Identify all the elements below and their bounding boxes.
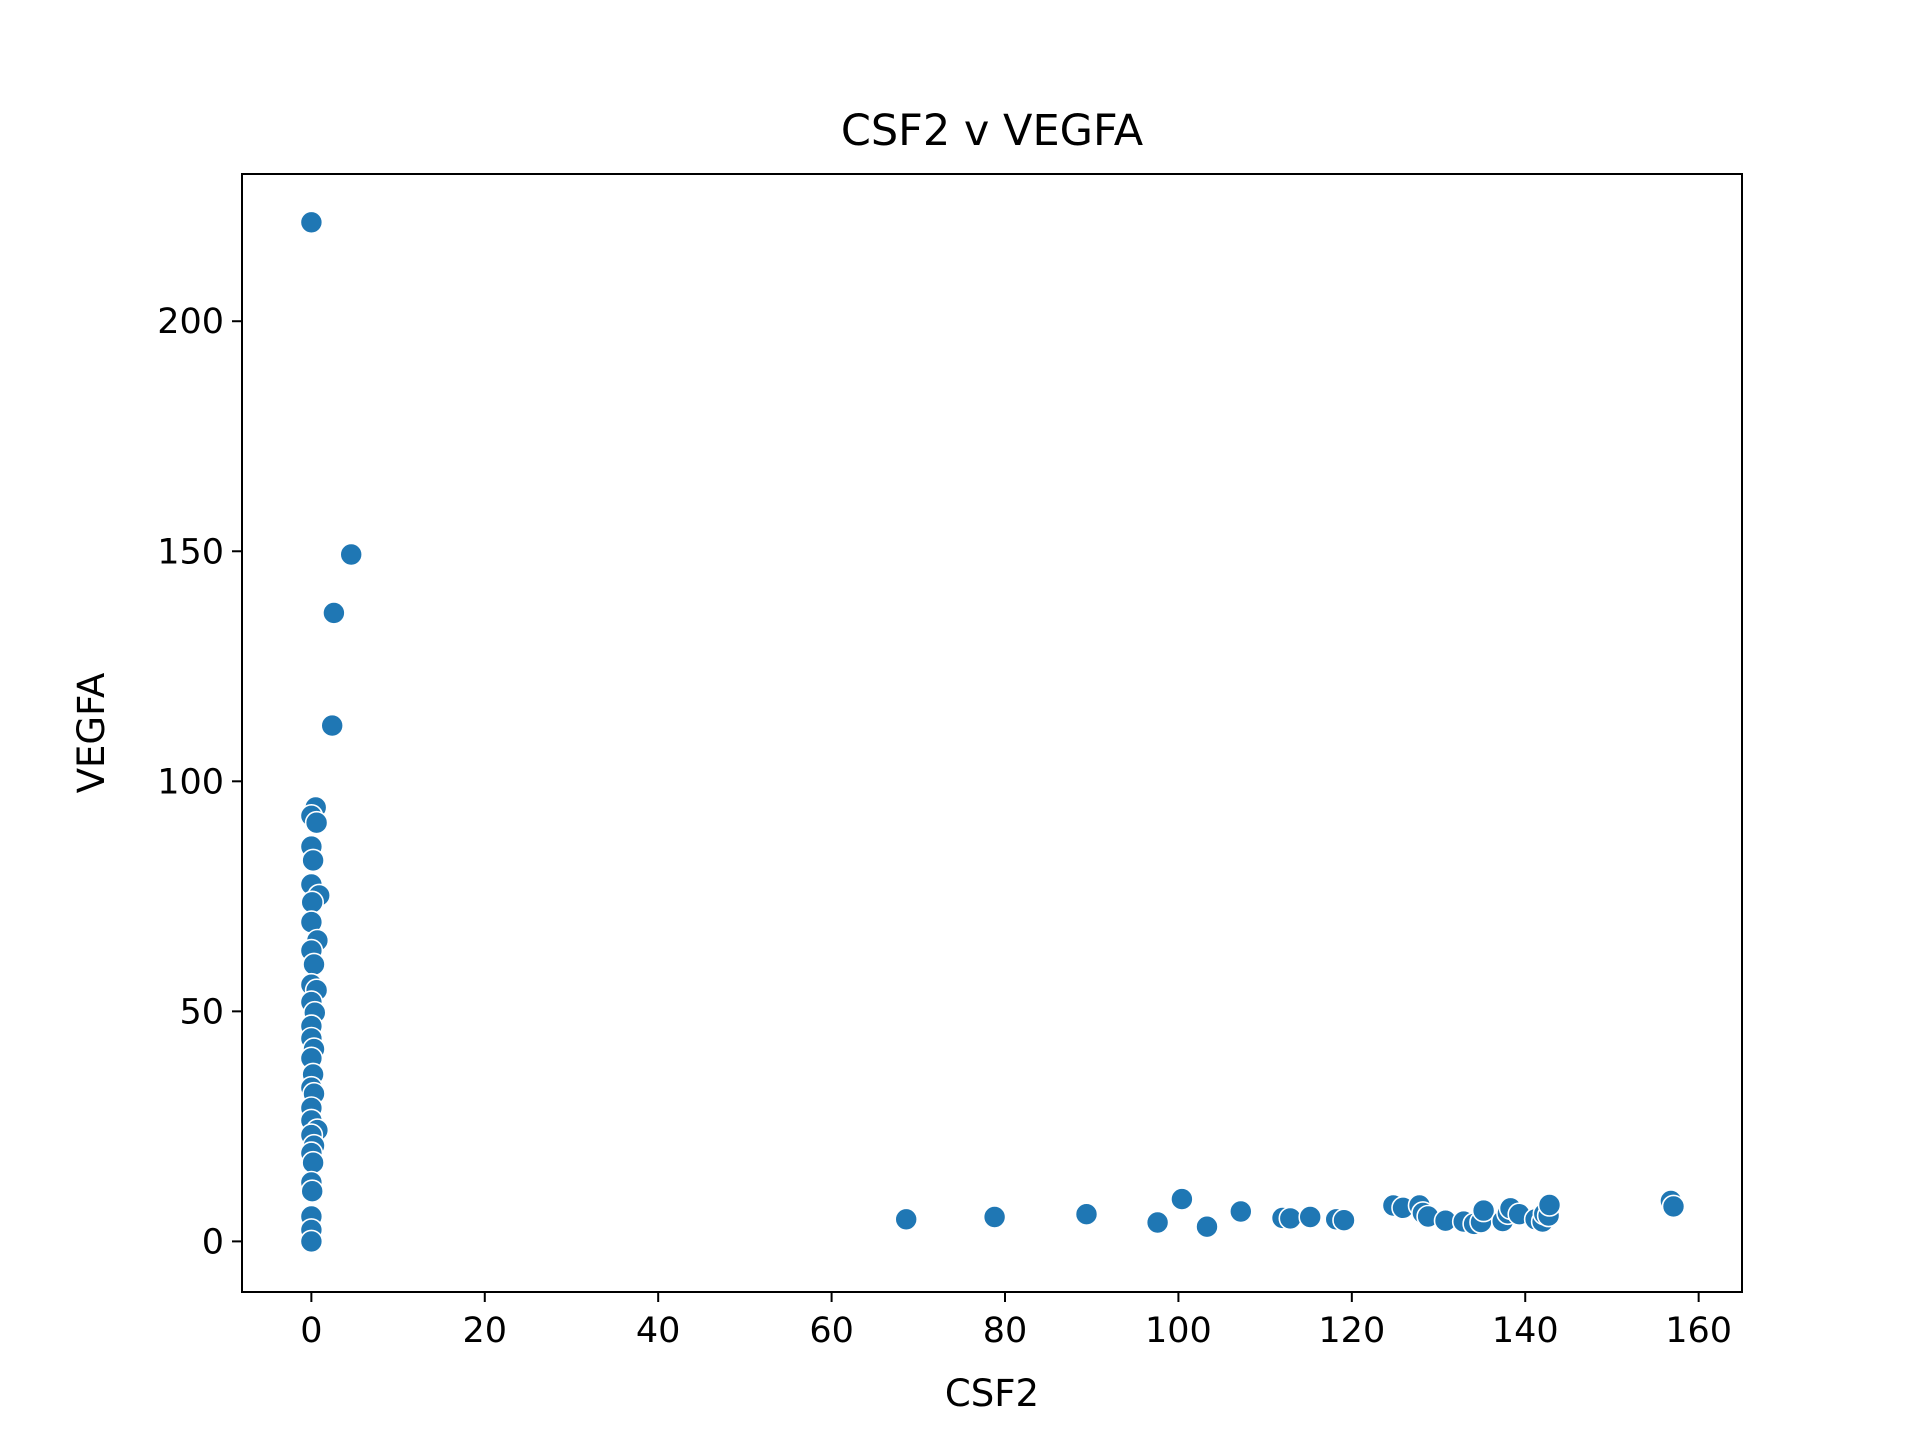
x-axis-ticks: 0 20 40 60 80 100 120 140 160 xyxy=(300,1292,1732,1351)
y-tick-label: 50 xyxy=(179,992,224,1032)
data-point xyxy=(1298,1205,1322,1229)
data-point xyxy=(894,1207,919,1232)
x-axis-label: CSF2 xyxy=(945,1372,1039,1415)
x-tick-label: 0 xyxy=(300,1311,322,1351)
data-point xyxy=(1471,1198,1496,1223)
scatter-points xyxy=(299,210,1686,1254)
data-point xyxy=(1278,1206,1303,1231)
data-point xyxy=(1074,1202,1099,1226)
x-tick-label: 20 xyxy=(463,1311,508,1351)
data-point xyxy=(301,1150,325,1175)
x-tick-label: 80 xyxy=(983,1311,1028,1351)
data-point xyxy=(1170,1187,1194,1211)
plot-area xyxy=(242,174,1742,1292)
x-tick-label: 140 xyxy=(1492,1311,1559,1351)
data-point xyxy=(982,1205,1007,1229)
y-tick-label: 0 xyxy=(202,1222,224,1262)
y-axis-label: VEGFA xyxy=(70,673,113,794)
data-point xyxy=(320,713,345,738)
data-point xyxy=(339,542,364,567)
data-point xyxy=(299,210,324,235)
data-point xyxy=(1332,1208,1356,1232)
data-point xyxy=(1661,1194,1686,1219)
x-tick-label: 100 xyxy=(1145,1311,1212,1351)
data-point xyxy=(300,890,325,915)
x-tick-label: 160 xyxy=(1665,1311,1732,1351)
y-axis-ticks: 0 50 100 150 200 xyxy=(157,302,242,1262)
data-point xyxy=(1145,1210,1170,1235)
x-tick-label: 40 xyxy=(636,1311,681,1351)
plot-frame xyxy=(241,173,1743,1293)
data-point xyxy=(322,601,346,625)
data-point xyxy=(302,952,326,977)
x-tick-label: 120 xyxy=(1318,1311,1385,1351)
data-point xyxy=(304,810,329,835)
data-point xyxy=(1195,1214,1219,1239)
data-point xyxy=(1229,1199,1253,1224)
chart-title: CSF2 v VEGFA xyxy=(841,106,1144,156)
x-tick-label: 60 xyxy=(809,1311,854,1351)
y-tick-label: 100 xyxy=(157,762,224,802)
data-point xyxy=(301,848,325,873)
y-tick-label: 200 xyxy=(157,302,224,342)
data-point xyxy=(299,1229,324,1254)
y-tick-label: 150 xyxy=(157,532,224,572)
data-point xyxy=(300,1179,325,1203)
data-point xyxy=(1537,1193,1562,1217)
